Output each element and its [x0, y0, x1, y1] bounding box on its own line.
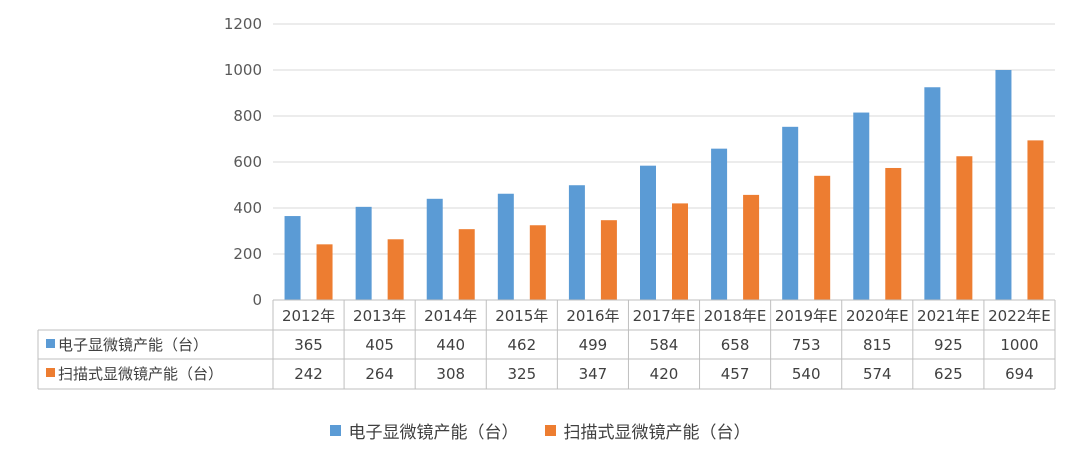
legend-swatch-scanning: [544, 425, 556, 436]
data-label: 694: [1005, 365, 1034, 383]
bar-electron: [853, 112, 870, 300]
bar-scanning: [458, 229, 475, 300]
table-swatch-electron: [46, 339, 55, 348]
y-tick-label: 0: [252, 291, 262, 309]
data-label: 365: [294, 336, 323, 354]
x-category-label: 2012年: [282, 307, 335, 325]
data-label: 347: [579, 365, 608, 383]
legend-swatch-electron: [329, 425, 341, 436]
y-tick-label: 800: [233, 107, 262, 125]
y-tick-label: 400: [233, 199, 262, 217]
data-label: 325: [507, 365, 536, 383]
data-label: 925: [934, 336, 963, 354]
data-label: 462: [507, 336, 536, 354]
bar-electron: [355, 206, 372, 300]
data-label: 405: [365, 336, 394, 354]
data-label: 499: [579, 336, 608, 354]
x-category-label: 2021年E: [917, 307, 980, 325]
data-label: 815: [863, 336, 892, 354]
x-category-label: 2014年: [424, 307, 477, 325]
x-category-label: 2019年E: [775, 307, 838, 325]
legend-label-scanning: 扫描式显微镜产能（台）: [563, 423, 751, 443]
y-tick-label: 200: [233, 245, 262, 263]
data-label: 753: [792, 336, 821, 354]
bar-electron: [568, 185, 585, 300]
x-category-label: 2013年: [353, 307, 406, 325]
bar-scanning: [956, 156, 973, 300]
bar-electron: [711, 148, 728, 300]
bar-scanning: [672, 203, 688, 300]
bar-electron: [497, 193, 514, 300]
bar-scanning: [316, 244, 333, 300]
table-row-label: 扫描式显微镜产能（台）: [58, 365, 223, 383]
data-label: 420: [650, 365, 679, 383]
data-label: 308: [436, 365, 465, 383]
bar-electron: [995, 70, 1012, 300]
legend-item-electron: 电子显微镜产能（台）: [329, 418, 519, 443]
data-label: 658: [721, 336, 750, 354]
bar-electron: [924, 87, 941, 300]
x-category-label: 2016年: [566, 307, 619, 325]
bar-electron: [782, 126, 799, 300]
data-label: 242: [294, 365, 323, 383]
table-swatch-scanning: [46, 368, 55, 377]
data-label: 584: [650, 336, 679, 354]
data-label: 1000: [1000, 336, 1038, 354]
bar-scanning: [387, 239, 404, 300]
bar-scanning: [529, 225, 546, 300]
y-tick-label: 600: [233, 153, 262, 171]
x-category-label: 2015年: [495, 307, 548, 325]
data-label: 264: [365, 365, 394, 383]
table-row-label: 电子显微镜产能（台）: [58, 336, 208, 354]
x-category-label: 2022年E: [988, 307, 1051, 325]
legend-item-scanning: 扫描式显微镜产能（台）: [544, 418, 751, 443]
data-label: 457: [721, 365, 750, 383]
bar-electron: [640, 165, 656, 300]
data-label: 440: [436, 336, 465, 354]
legend-label-electron: 电子显微镜产能（台）: [348, 423, 519, 443]
bar-scanning: [814, 175, 831, 300]
y-tick-label: 1000: [224, 61, 262, 79]
x-category-label: 2017年E: [633, 307, 696, 325]
bar-electron: [284, 216, 301, 300]
y-tick-label: 1200: [224, 15, 262, 33]
data-label: 540: [792, 365, 821, 383]
legend: 电子显微镜产能（台） 扫描式显微镜产能（台）: [0, 418, 1080, 443]
x-category-label: 2020年E: [846, 307, 909, 325]
x-category-label: 2018年E: [704, 307, 767, 325]
bar-scanning: [1027, 140, 1044, 300]
bar-scanning: [600, 220, 617, 300]
data-label: 574: [863, 365, 892, 383]
bar-scanning: [885, 167, 902, 300]
bar-scanning: [743, 194, 760, 300]
data-label: 625: [934, 365, 963, 383]
bar-electron: [426, 198, 443, 300]
